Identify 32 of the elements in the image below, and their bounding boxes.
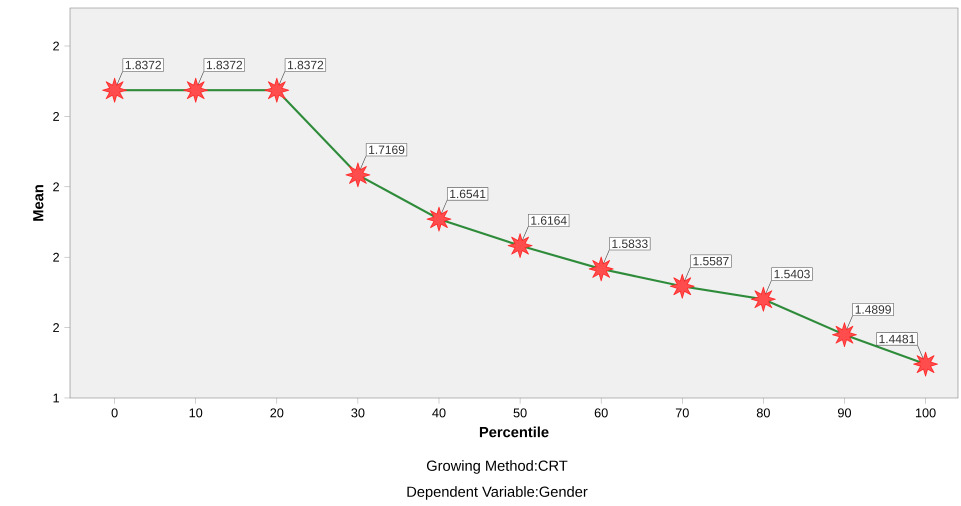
data-label: 1.8372 — [126, 60, 161, 70]
x-tick-label: 40 — [432, 408, 446, 418]
x-axis-title: Percentile — [480, 426, 549, 438]
data-label: 1.6541 — [450, 190, 486, 198]
x-tick-label: 80 — [756, 408, 770, 418]
data-label: 1.8372 — [206, 60, 242, 70]
data-label: 1.6164 — [531, 216, 567, 225]
y-tick-label: 1 — [54, 394, 59, 402]
x-tick-label: 0 — [112, 408, 118, 418]
x-tick-label: 90 — [838, 408, 852, 418]
data-label: 1.7169 — [369, 145, 404, 154]
data-label: 1.4481 — [880, 334, 915, 344]
data-label: 1.4899 — [856, 305, 891, 314]
data-label: 1.5403 — [774, 270, 810, 278]
x-tick-label: 70 — [676, 408, 689, 418]
x-tick-label: 10 — [190, 408, 202, 418]
data-label: 1.5833 — [612, 240, 648, 248]
y-axis-title: Mean — [33, 185, 44, 221]
text: Growing Method:CRT — [426, 460, 568, 474]
y-tick-label: 2 — [53, 42, 59, 50]
data-label: 1.5587 — [693, 256, 729, 266]
x-tick-label: 30 — [351, 408, 364, 418]
x-tick-label: 100 — [916, 408, 936, 418]
y-tick-label: 2 — [53, 182, 59, 192]
x-tick-label: 20 — [270, 408, 284, 418]
y-tick-label: 2 — [53, 252, 59, 262]
text: Dependent Variable:Gender — [407, 486, 588, 500]
y-tick-label: 2 — [53, 323, 59, 332]
data-label: 1.8372 — [288, 60, 324, 70]
x-tick-label: 60 — [594, 408, 608, 418]
x-tick-label: 50 — [514, 408, 527, 418]
y-tick-label: 2 — [53, 112, 59, 121]
